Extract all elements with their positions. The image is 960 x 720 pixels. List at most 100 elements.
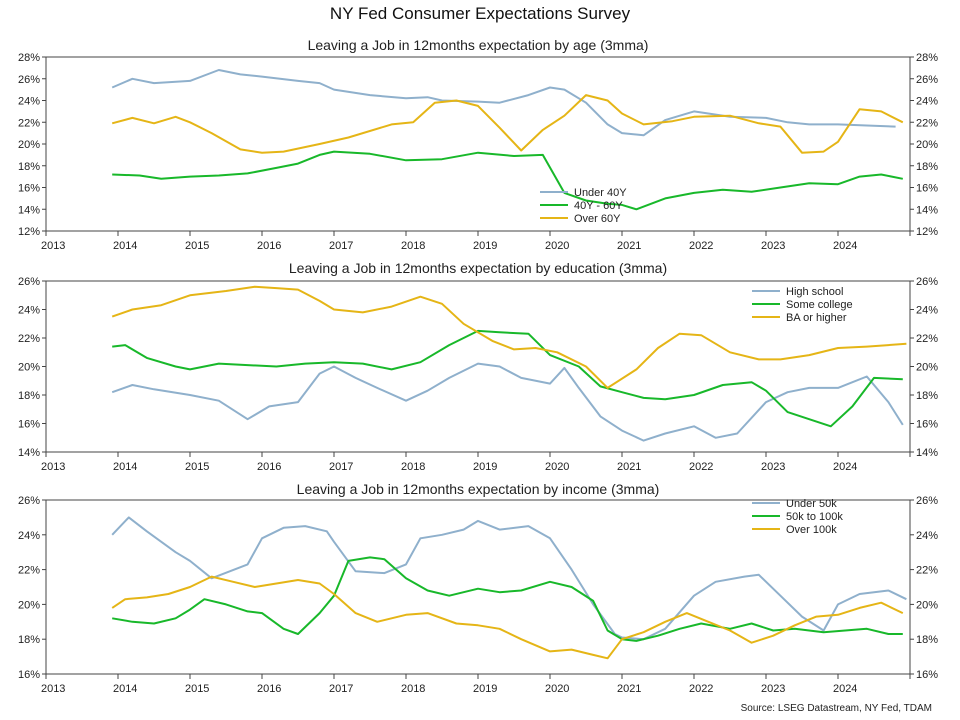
x-tick-label: 2019	[473, 683, 497, 695]
y-tick-label-right: 18%	[916, 634, 938, 646]
x-tick-label: 2014	[113, 683, 137, 695]
x-tick-label: 2014	[113, 461, 137, 473]
x-tick-label: 2020	[545, 461, 569, 473]
x-tick-label: 2016	[257, 461, 281, 473]
series-line-under-50k	[111, 516, 907, 641]
y-tick-label-right: 20%	[916, 139, 938, 151]
x-tick-label: 2024	[833, 461, 857, 473]
y-tick-label-right: 12%	[916, 226, 938, 238]
series-line-over-60y	[111, 94, 904, 154]
y-tick-label-right: 16%	[916, 419, 938, 431]
y-tick-label-left: 26%	[18, 74, 40, 86]
y-tick-label-right: 26%	[916, 495, 938, 507]
y-tick-label-left: 14%	[18, 447, 40, 459]
y-tick-label-right: 18%	[916, 390, 938, 402]
x-tick-label: 2023	[761, 240, 785, 252]
x-tick-label: 2018	[401, 240, 425, 252]
x-tick-label: 2015	[185, 683, 209, 695]
x-tick-label: 2013	[41, 240, 65, 252]
y-tick-label-right: 24%	[916, 530, 938, 542]
y-tick-label-right: 22%	[916, 565, 938, 577]
x-tick-label: 2017	[329, 461, 353, 473]
x-tick-label: 2019	[473, 461, 497, 473]
y-tick-label-left: 14%	[18, 204, 40, 216]
panel-title-1: Leaving a Job in 12months expectation by…	[308, 37, 649, 53]
y-tick-label-right: 26%	[916, 276, 938, 288]
panel-title-3: Leaving a Job in 12months expectation by…	[297, 481, 660, 497]
y-tick-label-left: 20%	[18, 139, 40, 151]
x-tick-label: 2016	[257, 683, 281, 695]
series-line-over-100k	[111, 575, 904, 660]
y-tick-label-right: 24%	[916, 305, 938, 317]
legend-label: Over 60Y	[574, 213, 621, 225]
x-tick-label: 2017	[329, 683, 353, 695]
x-tick-label: 2022	[689, 461, 713, 473]
x-tick-label: 2024	[833, 683, 857, 695]
x-tick-label: 2018	[401, 683, 425, 695]
main-title: NY Fed Consumer Expectations Survey	[329, 4, 631, 23]
y-tick-label-left: 26%	[18, 495, 40, 507]
x-tick-label: 2022	[689, 240, 713, 252]
x-tick-label: 2022	[689, 683, 713, 695]
x-tick-label: 2024	[833, 240, 857, 252]
y-tick-label-left: 26%	[18, 276, 40, 288]
legend-label: High school	[786, 286, 843, 298]
y-tick-label-right: 18%	[916, 161, 938, 173]
y-tick-label-right: 26%	[916, 74, 938, 86]
y-tick-label-right: 20%	[916, 599, 938, 611]
legend-label: BA or higher	[786, 312, 847, 324]
x-tick-label: 2021	[617, 683, 641, 695]
y-tick-label-left: 22%	[18, 333, 40, 345]
y-tick-label-left: 18%	[18, 390, 40, 402]
y-tick-label-left: 24%	[18, 530, 40, 542]
y-tick-label-right: 16%	[916, 183, 938, 195]
series-line-40y-60y	[112, 150, 903, 211]
x-tick-label: 2019	[473, 240, 497, 252]
x-tick-label: 2013	[41, 461, 65, 473]
x-tick-label: 2023	[761, 683, 785, 695]
y-tick-label-left: 24%	[18, 305, 40, 317]
y-tick-label-right: 24%	[916, 96, 938, 108]
y-tick-label-left: 12%	[18, 226, 40, 238]
legend-label: 40Y - 60Y	[574, 200, 623, 212]
y-tick-label-right: 22%	[916, 117, 938, 129]
series-line-some-college	[112, 329, 903, 428]
y-tick-label-left: 16%	[18, 183, 40, 195]
y-tick-label-left: 16%	[18, 669, 40, 681]
series-line-under-40y	[111, 69, 896, 137]
x-tick-label: 2020	[545, 683, 569, 695]
x-tick-label: 2015	[185, 461, 209, 473]
source-note: Source: LSEG Datastream, NY Fed, TDAM	[740, 703, 932, 714]
x-tick-label: 2021	[617, 461, 641, 473]
legend-label: 50k to 100k	[786, 511, 843, 523]
y-tick-label-left: 28%	[18, 52, 40, 64]
series-line-high-school	[111, 362, 904, 442]
y-tick-label-left: 22%	[18, 565, 40, 577]
x-tick-label: 2023	[761, 461, 785, 473]
x-tick-label: 2017	[329, 240, 353, 252]
y-tick-label-right: 14%	[916, 447, 938, 459]
x-tick-label: 2016	[257, 240, 281, 252]
x-tick-label: 2021	[617, 240, 641, 252]
y-tick-label-left: 16%	[18, 419, 40, 431]
y-tick-label-right: 22%	[916, 333, 938, 345]
legend-label: Some college	[786, 299, 853, 311]
plot-frame-1	[45, 56, 911, 232]
y-tick-label-right: 20%	[916, 362, 938, 374]
y-tick-label-left: 24%	[18, 96, 40, 108]
x-tick-label: 2014	[113, 240, 137, 252]
x-tick-label: 2018	[401, 461, 425, 473]
x-tick-label: 2020	[545, 240, 569, 252]
x-tick-label: 2013	[41, 683, 65, 695]
x-tick-label: 2015	[185, 240, 209, 252]
y-tick-label-left: 18%	[18, 161, 40, 173]
y-tick-label-right: 14%	[916, 204, 938, 216]
legend-label: Under 40Y	[574, 187, 627, 199]
y-tick-label-left: 20%	[18, 362, 40, 374]
y-tick-label-left: 18%	[18, 634, 40, 646]
series-line-ba-or-higher	[111, 285, 907, 389]
panel-title-2: Leaving a Job in 12months expectation by…	[289, 260, 667, 276]
y-tick-label-left: 22%	[18, 117, 40, 129]
